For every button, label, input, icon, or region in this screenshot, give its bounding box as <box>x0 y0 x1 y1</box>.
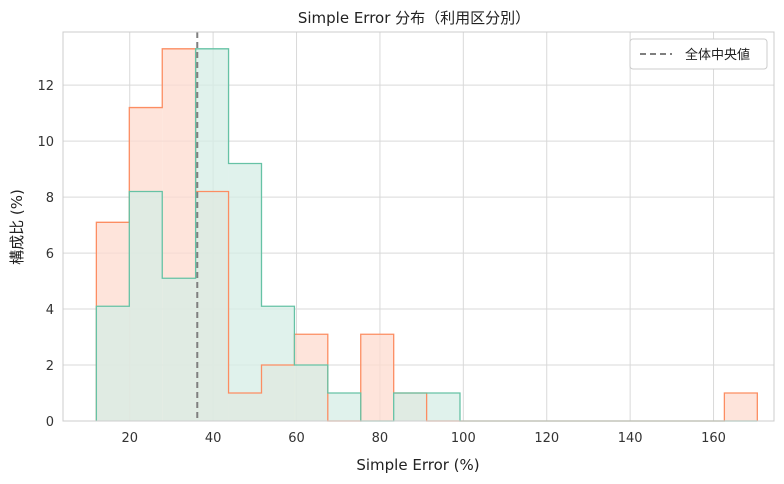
y-tick-label: 10 <box>37 135 54 150</box>
histogram-bar-series-2 <box>426 393 460 421</box>
x-tick-label: 20 <box>121 431 138 446</box>
y-tick-label: 2 <box>46 359 54 374</box>
x-tick-label: 140 <box>618 431 643 446</box>
histogram-bar-series-2 <box>162 278 196 421</box>
histogram-bars <box>96 48 758 421</box>
plot-frame <box>62 31 775 422</box>
legend: 全体中央値 <box>629 38 768 70</box>
x-tick-label: 80 <box>372 431 389 446</box>
x-tick-labels: 20 40 60 80 100 120 140 160 <box>121 431 725 446</box>
x-tick-label: 60 <box>288 431 305 446</box>
legend-box <box>629 38 768 70</box>
y-tick-label: 4 <box>46 303 54 318</box>
y-tick-label: 12 <box>37 79 54 94</box>
x-tick-label: 100 <box>451 431 476 446</box>
histogram-bar-series-2 <box>393 393 427 421</box>
y-tick-label: 8 <box>46 191 54 206</box>
x-tick-label: 40 <box>205 431 222 446</box>
histogram-bar-series-2 <box>129 191 163 421</box>
histogram-bar-series-2 <box>228 163 262 421</box>
y-axis-label: 構成比 (%) <box>8 189 26 265</box>
histogram-bar-series-2 <box>96 306 130 421</box>
x-axis-label: Simple Error (%) <box>356 456 479 474</box>
y-tick-label: 6 <box>46 247 54 262</box>
x-tick-label: 160 <box>701 431 726 446</box>
y-tick-label: 0 <box>46 415 54 430</box>
histogram-bar-series-1 <box>724 393 758 421</box>
legend-median-label: 全体中央値 <box>685 47 750 63</box>
y-tick-labels: 0 2 4 6 8 10 12 <box>37 79 54 430</box>
histogram-bar-series-1 <box>360 334 394 421</box>
histogram-bar-series-2 <box>195 48 229 421</box>
histogram-bar-series-2 <box>327 393 361 421</box>
histogram-bar-series-2 <box>261 306 295 421</box>
x-tick-label: 120 <box>534 431 559 446</box>
chart-title: Simple Error 分布（利用区分別） <box>298 9 530 27</box>
histogram-bar-series-2 <box>294 365 328 421</box>
